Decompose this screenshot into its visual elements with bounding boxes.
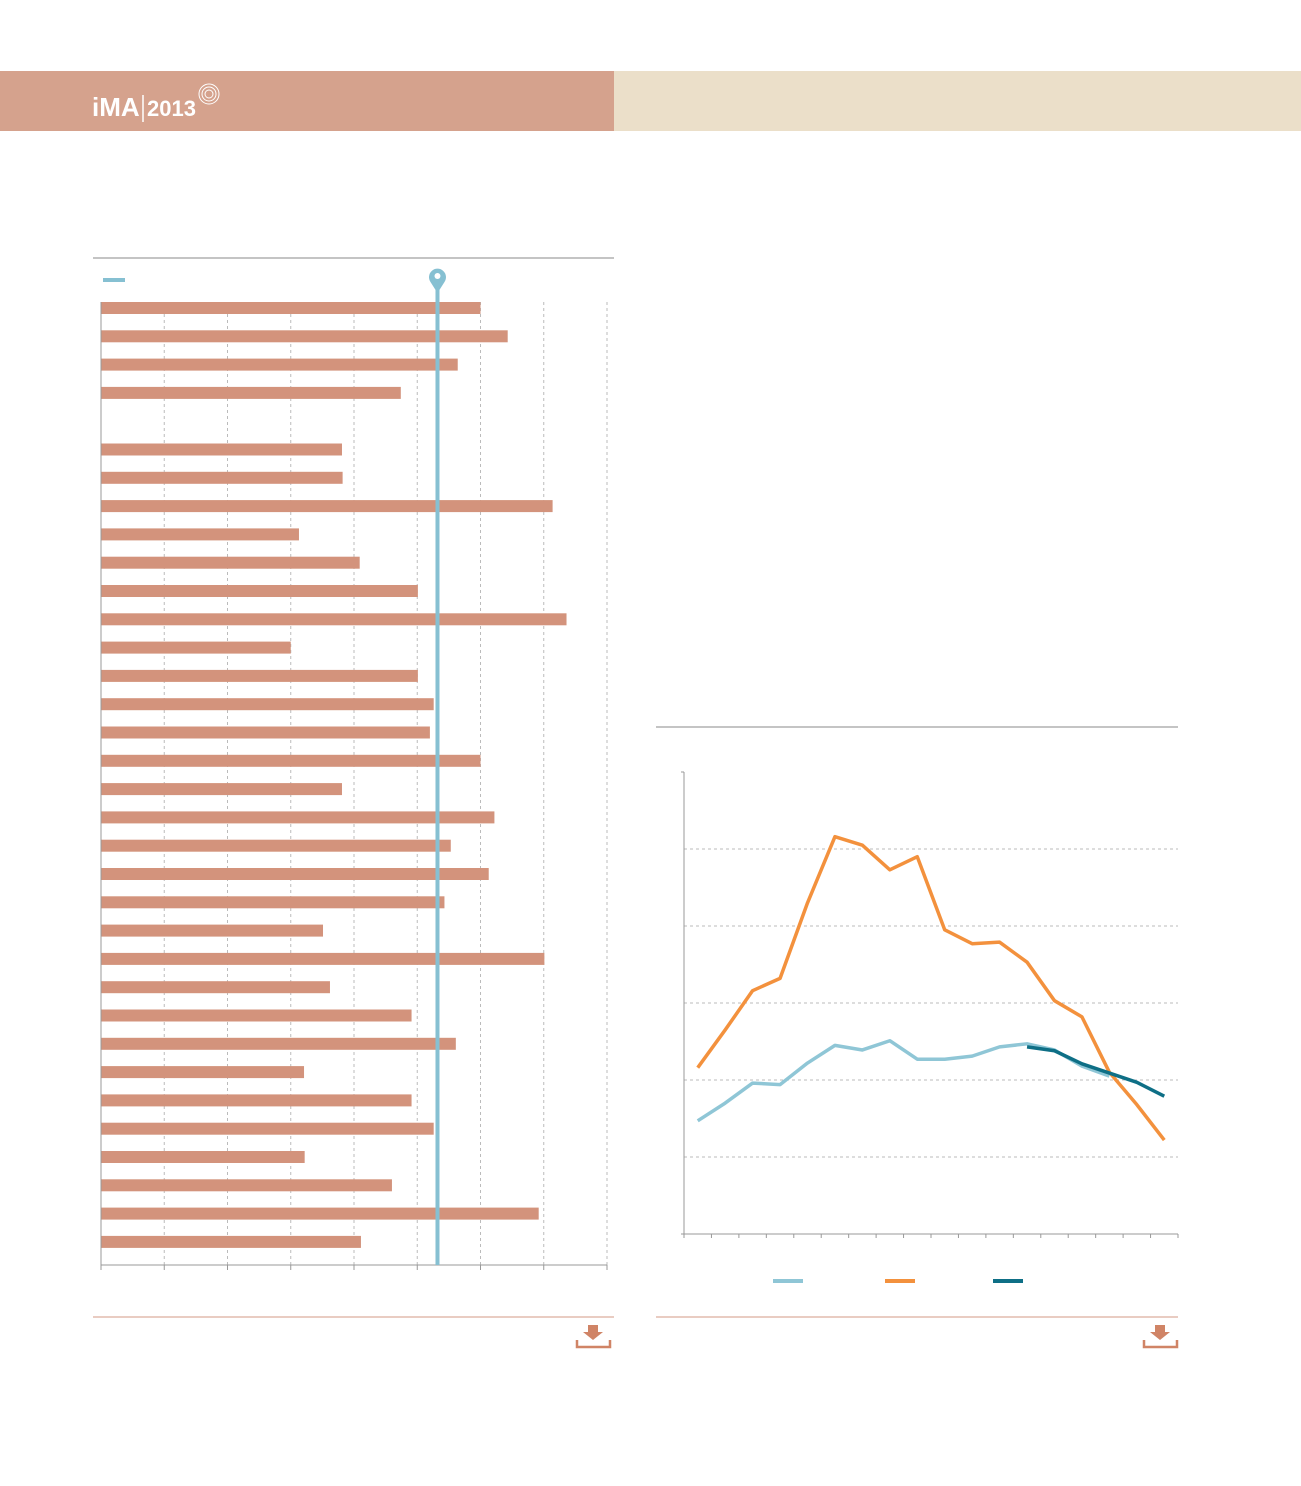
- bar: [101, 1151, 305, 1163]
- reference-pin: [428, 268, 446, 293]
- logo-year: 2013: [147, 96, 196, 121]
- bar: [101, 868, 489, 880]
- line-series: [696, 1038, 1110, 1123]
- bar: [101, 839, 451, 852]
- bar: [101, 669, 418, 682]
- bar: [101, 556, 360, 569]
- bar: [101, 811, 495, 824]
- bar: [101, 585, 418, 597]
- line-series: [1026, 1045, 1166, 1098]
- bar: [101, 500, 553, 513]
- bar: [101, 1235, 361, 1248]
- logo: iMA: [92, 92, 140, 122]
- bar: [101, 1066, 305, 1079]
- bar: [101, 330, 508, 343]
- bar: [101, 952, 545, 965]
- logo-rings: [198, 83, 220, 105]
- bar: [101, 386, 401, 399]
- bar: [101, 896, 445, 909]
- download-button[interactable]: [575, 1325, 612, 1349]
- bar: [101, 783, 342, 796]
- download-button[interactable]: [1142, 1325, 1179, 1349]
- bar: [101, 1037, 456, 1050]
- bar: [101, 1179, 392, 1192]
- bar: [101, 726, 430, 739]
- bar: [101, 302, 481, 314]
- bar: [101, 613, 567, 626]
- reference-pin-dot: [434, 273, 441, 279]
- bar: [101, 358, 458, 371]
- bar: [101, 443, 342, 456]
- header-left: [0, 71, 614, 131]
- bar: [101, 924, 324, 937]
- line-series: [696, 834, 1166, 1142]
- bar: [101, 1094, 412, 1107]
- header-right: [614, 71, 1301, 131]
- bar: [101, 1009, 412, 1022]
- bar: [101, 1122, 434, 1135]
- bar: [101, 981, 330, 994]
- bar: [101, 641, 291, 654]
- bar: [101, 698, 434, 711]
- bar: [101, 471, 343, 484]
- bar: [101, 528, 299, 541]
- bar: [101, 754, 481, 767]
- bar: [101, 1207, 539, 1220]
